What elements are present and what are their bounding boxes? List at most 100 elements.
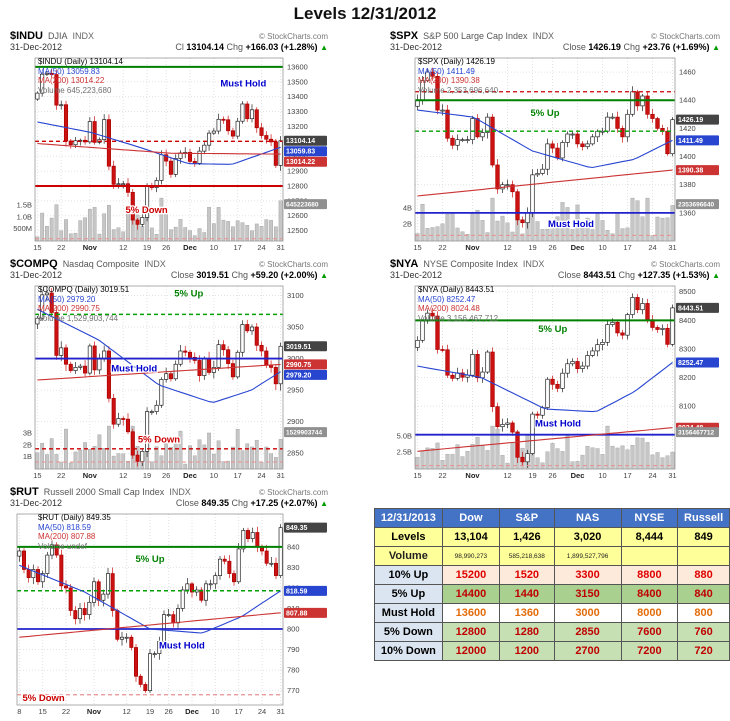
row-label: 10% Down — [374, 641, 443, 661]
table-cell — [620, 546, 679, 566]
svg-text:1440: 1440 — [679, 96, 696, 105]
table-cell: 1440 — [499, 584, 555, 604]
svg-text:5.0B: 5.0B — [397, 431, 412, 440]
chart-name: DJIA — [48, 31, 68, 41]
table-cell: 760 — [677, 622, 730, 642]
svg-text:12500: 12500 — [287, 226, 308, 235]
chart-quote: Close 849.35 Chg +17.25 (+2.07%) ▲ — [175, 498, 328, 508]
chart-date: 31-Dec-2012 — [10, 42, 63, 52]
table-cell: 8,444 — [620, 527, 679, 547]
svg-text:31: 31 — [276, 707, 284, 716]
table-date-header: 12/31/2013 — [374, 508, 443, 528]
table-cell: 8400 — [620, 584, 679, 604]
chg-value: +59.20 (+2.00%) — [250, 270, 318, 280]
svg-text:2B: 2B — [23, 440, 32, 449]
svg-text:Nov: Nov — [87, 707, 102, 716]
svg-text:15: 15 — [33, 243, 41, 252]
svg-text:Must Hold: Must Hold — [111, 364, 157, 375]
table-row: 5% Down 12800 1280 2850 7600 760 — [374, 622, 730, 642]
svg-text:1460: 1460 — [679, 68, 696, 77]
svg-text:8: 8 — [17, 707, 21, 716]
svg-text:Dec: Dec — [183, 243, 197, 252]
svg-text:1420: 1420 — [679, 124, 696, 133]
svg-text:1390.38: 1390.38 — [678, 168, 703, 175]
svg-text:2353696640: 2353696640 — [678, 202, 715, 209]
svg-text:8443.51: 8443.51 — [678, 305, 703, 312]
chart-nya: $NYA NYSE Composite Index INDX © StockCh… — [388, 258, 722, 480]
svg-text:12600: 12600 — [287, 211, 308, 220]
svg-text:22: 22 — [57, 471, 65, 480]
table-cell: 2850 — [553, 622, 622, 642]
table-cell: 1,426 — [499, 527, 555, 547]
svg-text:12: 12 — [503, 243, 511, 252]
svg-text:8500: 8500 — [679, 287, 696, 296]
svg-text:24: 24 — [257, 243, 265, 252]
table-cell: 98,990,273 — [441, 546, 501, 566]
table-col-header: Russell — [677, 508, 730, 528]
svg-text:24: 24 — [258, 707, 266, 716]
chart-symbol: $NYA — [390, 258, 419, 270]
svg-text:5% Up: 5% Up — [538, 324, 567, 335]
chart-exchange: INDX — [144, 259, 166, 269]
chart-subheader: 31-Dec-2012 Close 8443.51 Chg +127.35 (+… — [388, 270, 722, 281]
svg-text:26: 26 — [164, 707, 172, 716]
table-cell: 1280 — [499, 622, 555, 642]
svg-text:4B: 4B — [403, 203, 412, 212]
svg-text:5% Up: 5% Up — [135, 554, 164, 565]
chart-exchange: INDX — [169, 487, 191, 497]
table-cell: 13,104 — [441, 527, 501, 547]
svg-text:31: 31 — [276, 243, 284, 252]
svg-text:17: 17 — [234, 471, 242, 480]
svg-text:Must Hold: Must Hold — [535, 418, 581, 429]
table-cell: 15200 — [441, 565, 501, 585]
svg-text:10: 10 — [211, 707, 219, 716]
svg-text:22: 22 — [438, 243, 446, 252]
svg-text:24: 24 — [648, 243, 656, 252]
svg-text:3019.51: 3019.51 — [286, 344, 311, 351]
svg-text:3050: 3050 — [287, 323, 304, 332]
chart-name: NYSE Composite Index — [423, 259, 518, 269]
chart-subheader: 31-Dec-2012 Close 849.35 Chg +17.25 (+2.… — [8, 498, 330, 509]
table-col-header: NYSE — [620, 508, 679, 528]
svg-text:17: 17 — [234, 707, 242, 716]
chart-subheader: 31-Dec-2012 Close 3019.51 Chg +59.20 (+2… — [8, 270, 330, 281]
svg-text:15: 15 — [33, 471, 41, 480]
svg-text:1411.49: 1411.49 — [678, 138, 703, 145]
table-cell: 12000 — [441, 641, 501, 661]
svg-text:15: 15 — [38, 707, 46, 716]
svg-text:19: 19 — [143, 243, 151, 252]
table-row: 10% Up 15200 1520 3300 8800 880 — [374, 565, 730, 585]
svg-text:8200: 8200 — [679, 373, 696, 382]
chart-header: $NYA NYSE Composite Index INDX © StockCh… — [388, 258, 722, 270]
chart-date: 31-Dec-2012 — [390, 270, 443, 280]
table-cell: 1,899,527,796 — [553, 546, 622, 566]
svg-text:840: 840 — [287, 542, 300, 551]
svg-text:5% Down: 5% Down — [22, 693, 64, 704]
svg-text:2B: 2B — [403, 220, 412, 229]
svg-text:13104.14: 13104.14 — [286, 138, 315, 145]
levels-table-container: 12/31/2013 Dow S&P NAS NYSE Russell Levels 13,1… — [374, 508, 730, 661]
chart-quote: Cl 13104.14 Chg +166.03 (+1.28%) ▲ — [175, 42, 328, 52]
svg-text:10: 10 — [210, 243, 218, 252]
chart-name: Nasdaq Composite — [62, 259, 140, 269]
svg-text:1426.19: 1426.19 — [678, 117, 703, 124]
indu-plot: 1360013500134001330013200131001300012900… — [13, 57, 327, 252]
table-col-header: S&P — [499, 508, 555, 528]
svg-text:24: 24 — [257, 471, 265, 480]
table-cell: 12800 — [441, 622, 501, 642]
table-cell: 1520 — [499, 565, 555, 585]
svg-text:8300: 8300 — [679, 344, 696, 353]
svg-text:10: 10 — [210, 471, 218, 480]
svg-text:12800: 12800 — [287, 181, 308, 190]
svg-text:26: 26 — [548, 471, 556, 480]
chart-quote: Close 8443.51 Chg +127.35 (+1.53%) ▲ — [557, 270, 720, 280]
svg-text:15: 15 — [413, 243, 421, 252]
svg-text:2979.20: 2979.20 — [286, 372, 311, 379]
svg-text:10: 10 — [598, 243, 606, 252]
svg-text:2900: 2900 — [287, 417, 304, 426]
row-label: 5% Down — [374, 622, 443, 642]
svg-text:Dec: Dec — [183, 471, 197, 480]
svg-text:2990.75: 2990.75 — [286, 362, 311, 369]
svg-text:17: 17 — [623, 243, 631, 252]
svg-text:1B: 1B — [23, 452, 32, 461]
